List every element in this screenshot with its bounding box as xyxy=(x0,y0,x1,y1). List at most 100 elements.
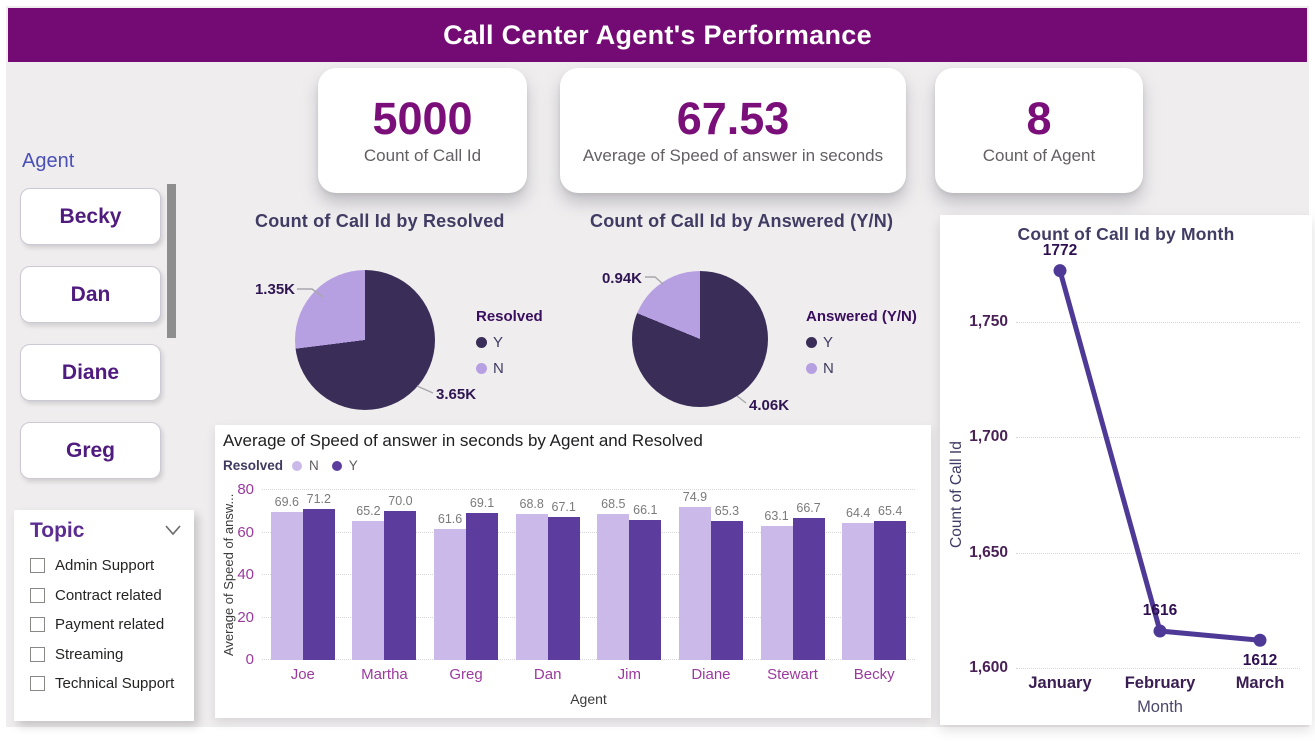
legend-title: Resolved xyxy=(223,458,284,473)
line-chart-panel: Count of Call Id by Month Count of Call … xyxy=(940,215,1312,725)
topic-option-admin-support[interactable]: Admin Support xyxy=(30,557,154,574)
bar-data-label: 65.3 xyxy=(714,504,740,519)
agent-button-greg[interactable]: Greg xyxy=(20,422,161,479)
bar-jim-y[interactable] xyxy=(629,519,662,660)
kpi-value: 5000 xyxy=(372,93,473,145)
bar-diane-y[interactable] xyxy=(710,521,743,660)
kpi-label: Average of Speed of answer in seconds xyxy=(582,145,884,165)
bar-legend: Resolved N Y xyxy=(223,458,364,473)
bar-jim-n[interactable] xyxy=(597,514,630,660)
bar-stewart-y[interactable] xyxy=(792,518,825,660)
bar-data-label: 66.1 xyxy=(633,502,658,517)
bar-becky-y[interactable] xyxy=(874,521,907,660)
bar-stewart-n[interactable] xyxy=(760,525,793,660)
pie-value-y: 3.65K xyxy=(436,386,477,403)
legend-title: Answered (Y/N) xyxy=(806,308,917,325)
bar-data-label: 68.8 xyxy=(519,496,544,511)
x-axis-label: January xyxy=(1028,674,1092,692)
gridline xyxy=(262,659,915,660)
x-axis-label: Joe xyxy=(290,666,315,683)
line-data-label: 1772 xyxy=(1042,241,1078,259)
line-data-label: 1616 xyxy=(1142,602,1178,620)
pie-answered[interactable] xyxy=(632,271,768,407)
checkbox[interactable] xyxy=(30,588,45,603)
legend-item-y[interactable]: Y xyxy=(476,334,543,351)
bar-dan-n[interactable] xyxy=(515,513,548,660)
line-point-march[interactable] xyxy=(1253,633,1267,647)
legend-title: Resolved xyxy=(476,308,543,325)
agent-button-dan[interactable]: Dan xyxy=(20,266,161,323)
bar-becky-n[interactable] xyxy=(842,523,875,660)
agent-slicer-scrollbar[interactable] xyxy=(167,184,176,338)
bar-martha-y[interactable] xyxy=(384,511,417,660)
bar-dan-y[interactable] xyxy=(547,517,580,660)
agent-slicer-title: Agent xyxy=(22,150,75,172)
y-axis-tick-label: 0 xyxy=(245,651,254,668)
pie-resolved[interactable] xyxy=(295,270,435,410)
topic-option-technical-support[interactable]: Technical Support xyxy=(30,675,174,692)
bar-joe-n[interactable] xyxy=(270,512,303,660)
x-axis-label: Diane xyxy=(691,666,731,683)
bar-greg-n[interactable] xyxy=(434,529,467,660)
kpi-card-count-of-call-id: 5000 Count of Call Id xyxy=(318,68,527,193)
pie-legend: Resolved Y N xyxy=(476,308,543,377)
y-axis-tick-label: 40 xyxy=(237,566,254,583)
x-axis-label: Dan xyxy=(533,666,562,683)
agent-button-diane[interactable]: Diane xyxy=(20,344,161,401)
legend-dot xyxy=(292,460,303,471)
bar-data-label: 65.4 xyxy=(878,504,903,519)
x-axis-label: March xyxy=(1235,674,1285,692)
y-axis-tick-label: 1,600 xyxy=(969,659,1008,676)
bar-data-label: 69.1 xyxy=(469,496,495,511)
bar-diane-n[interactable] xyxy=(678,507,711,660)
bar-data-label: 74.9 xyxy=(682,490,708,504)
x-axis-label: Martha xyxy=(361,666,408,683)
legend-label-y[interactable]: Y xyxy=(348,458,358,473)
topic-option-streaming[interactable]: Streaming xyxy=(30,646,123,663)
y-axis-tick-label: 1,700 xyxy=(969,428,1008,445)
checkbox[interactable] xyxy=(30,647,45,662)
legend-dot xyxy=(331,460,342,471)
bar-group-becky: 64.4 65.4 xyxy=(833,490,915,660)
agent-button-becky[interactable]: Becky xyxy=(20,188,161,245)
bar-joe-y[interactable] xyxy=(302,508,335,660)
topic-option-contract-related[interactable]: Contract related xyxy=(30,587,162,604)
legend-dot xyxy=(806,363,817,374)
gridline xyxy=(1016,321,1300,323)
legend-item-y[interactable]: Y xyxy=(806,334,917,351)
gridline xyxy=(1016,552,1300,554)
legend-dot xyxy=(476,337,487,348)
y-axis-tick-label: 80 xyxy=(237,481,254,498)
bar-chart-panel: Average of Speed of answer in seconds by… xyxy=(215,425,931,718)
bar-martha-n[interactable] xyxy=(352,521,385,660)
topic-option-payment-related[interactable]: Payment related xyxy=(30,616,164,633)
chevron-down-icon[interactable] xyxy=(164,524,182,536)
bar-group-dan: 68.8 67.1 xyxy=(507,490,589,660)
pie-value-y: 4.06K xyxy=(749,397,790,414)
dashboard-title: Call Center Agent's Performance xyxy=(443,19,872,50)
bar-data-label: 69.6 xyxy=(274,495,299,510)
legend-label-n[interactable]: N xyxy=(309,458,319,473)
bar-data-label: 66.7 xyxy=(796,501,821,516)
legend-item-n[interactable]: N xyxy=(476,360,543,377)
chart-title: Count of Call Id by Resolved xyxy=(255,211,505,231)
line-point-february[interactable] xyxy=(1153,624,1167,638)
pie-chart-answered: Count of Call Id by Answered (Y/N) 0.94K… xyxy=(565,205,925,421)
checkbox[interactable] xyxy=(30,676,45,691)
bar-group-stewart: 63.1 66.7 xyxy=(752,490,834,660)
legend-dot xyxy=(476,363,487,374)
checkbox[interactable] xyxy=(30,617,45,632)
bar-group-greg: 61.6 69.1 xyxy=(425,490,507,660)
legend-item-n[interactable]: N xyxy=(806,360,917,377)
y-axis-tick-label: 1,750 xyxy=(969,312,1008,330)
kpi-label: Count of Agent xyxy=(982,145,1096,165)
gridline xyxy=(262,616,915,618)
bar-group-jim: 68.5 66.1 xyxy=(589,490,671,660)
y-axis-tick-label: 1,650 xyxy=(969,543,1008,561)
bar-greg-y[interactable] xyxy=(466,513,499,660)
checkbox[interactable] xyxy=(30,558,45,573)
bar-data-label: 68.5 xyxy=(601,497,626,512)
pie-value-n: 1.35K xyxy=(254,281,295,298)
bar-data-label: 63.1 xyxy=(764,508,789,523)
line-point-january[interactable] xyxy=(1053,264,1067,278)
